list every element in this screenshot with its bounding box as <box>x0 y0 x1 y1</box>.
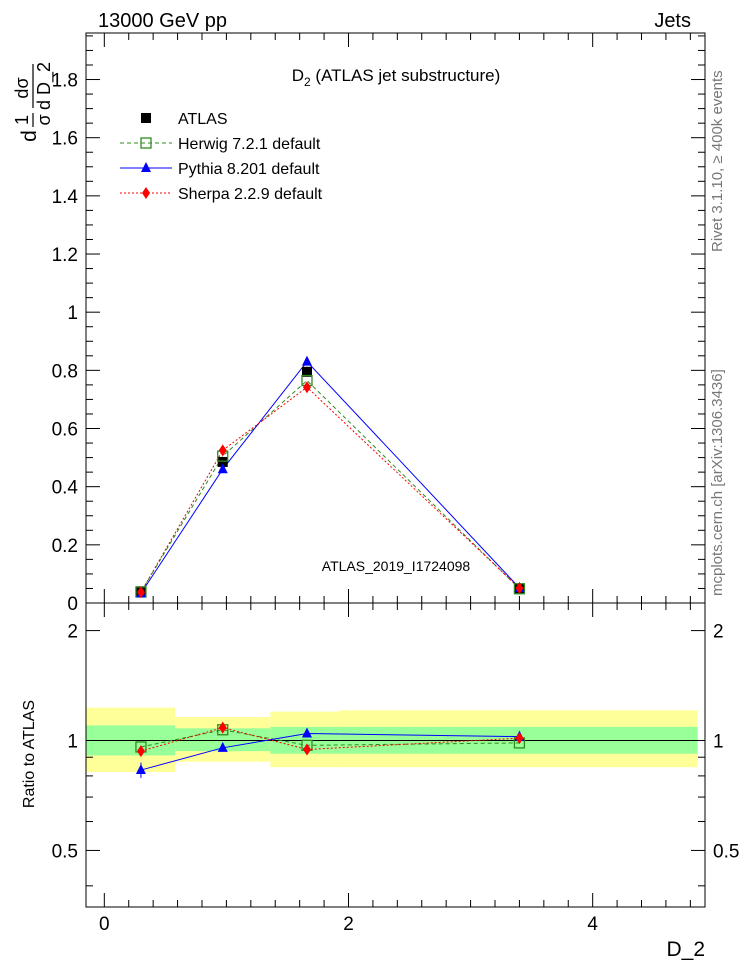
ratio-line-herwig <box>140 729 520 748</box>
main-point-pythia-2 <box>301 355 312 366</box>
plot-title-main: D <box>292 66 304 85</box>
plot-title-rest: (ATLAS jet substructure) <box>311 66 501 85</box>
ratio-panel-frame <box>85 602 706 908</box>
ratio-point-pythia-2 <box>301 727 312 738</box>
main-ytick-label-7: 1.4 <box>52 187 79 208</box>
ratio-ytick-label-0: 0.5 <box>52 841 78 862</box>
header-left: 13000 GeV pp <box>98 10 227 32</box>
ylabel-lead: d <box>18 130 41 142</box>
header-right: Jets <box>654 10 691 32</box>
legend-marker-herwig <box>140 137 152 149</box>
ratio-xtick-label-2: 4 <box>587 914 598 935</box>
ratio-ytick-label-right-2: 2 <box>713 622 724 643</box>
ratio-series-layer <box>135 721 526 778</box>
ratio-point-pythia-0 <box>135 764 146 775</box>
ylabel-frac2-den: d D_2 <box>34 62 55 110</box>
main-point-atlas-1 <box>217 456 228 467</box>
ratio-xtick-label-1: 2 <box>343 914 354 935</box>
legend-label-herwig: Herwig 7.2.1 default <box>178 136 321 153</box>
main-series-layer <box>135 355 526 599</box>
legend-label-atlas: ATLAS <box>178 111 228 128</box>
main-point-atlas-2 <box>301 366 312 377</box>
ratio-point-sherpa-3 <box>515 732 524 745</box>
main-ylabel: d 1 σ dσ d D_2 <box>12 62 55 142</box>
ratio-line-pythia <box>140 733 520 771</box>
legend-marker-pythia <box>141 162 151 172</box>
plot-title-sub: 2 <box>304 75 311 89</box>
main-point-sherpa-0 <box>136 586 145 599</box>
main-ytick-label-6: 1.2 <box>52 245 78 266</box>
main-ytick-label-1: 0.2 <box>52 536 78 557</box>
ratio-bands-layer <box>86 707 698 772</box>
main-ytick-label-0: 0 <box>67 594 78 615</box>
ylabel-frac2-num: dσ <box>12 77 32 98</box>
ylabel-frac1-num: 1 <box>12 115 32 125</box>
ylabel-frac1-den: σ <box>34 114 54 125</box>
main-ytick-label-4: 0.8 <box>52 361 78 382</box>
watermark: ATLAS_2019_I1724098 <box>322 558 471 574</box>
legend-label-pythia: Pythia 8.201 default <box>178 161 320 178</box>
ratio-ylabel: Ratio to ATLAS <box>21 700 38 808</box>
main-point-sherpa-3 <box>515 582 524 595</box>
x-axis-label: D_2 <box>666 938 705 961</box>
ratio-ytick-label-right-0: 0.5 <box>713 841 739 862</box>
legend-marker-atlas <box>141 113 151 123</box>
main-point-sherpa-2 <box>302 381 311 394</box>
legend-label-sherpa: Sherpa 2.2.9 default <box>178 186 323 203</box>
plot-title: D2 (ATLAS jet substructure) <box>292 66 501 89</box>
axes-layer: 0 0.2 0.4 0.6 0.8 1 1.2 1.4 1.6 1.8 0 2 4 0.5 0.5 1 1 2 2 <box>52 32 739 935</box>
ratio-point-sherpa-1 <box>218 721 227 734</box>
main-line-pythia <box>140 360 520 594</box>
ratio-ytick-label-right-1: 1 <box>713 732 724 753</box>
main-line-sherpa <box>140 386 520 593</box>
ratio-ytick-label-2: 2 <box>67 622 78 643</box>
rivet-note: Rivet 3.1.10, ≥ 400k events <box>709 70 726 252</box>
ratio-point-sherpa-0 <box>136 745 145 758</box>
main-line-herwig <box>140 379 520 593</box>
main-ytick-label-2: 0.4 <box>52 478 79 499</box>
main-point-sherpa-1 <box>218 444 227 457</box>
main-point-pythia-1 <box>217 463 228 474</box>
main-ytick-label-5: 1 <box>67 303 78 324</box>
legend-marker-sherpa <box>142 187 150 199</box>
ratio-line-sherpa <box>140 727 520 752</box>
legend: ATLAS Herwig 7.2.1 default Pythia 8.201 de… <box>120 111 323 203</box>
ratio-point-sherpa-2 <box>302 743 311 756</box>
mcplots-note: mcplots.cern.ch [arXiv:1306.3436] <box>709 369 726 596</box>
main-ytick-label-8: 1.6 <box>52 129 78 150</box>
ratio-ytick-label-1: 1 <box>67 732 78 753</box>
main-ytick-label-9: 1.8 <box>52 71 78 92</box>
ratio-xtick-label-0: 0 <box>99 914 110 935</box>
main-ytick-label-3: 0.6 <box>52 420 78 441</box>
ratio-point-pythia-1 <box>217 741 228 752</box>
